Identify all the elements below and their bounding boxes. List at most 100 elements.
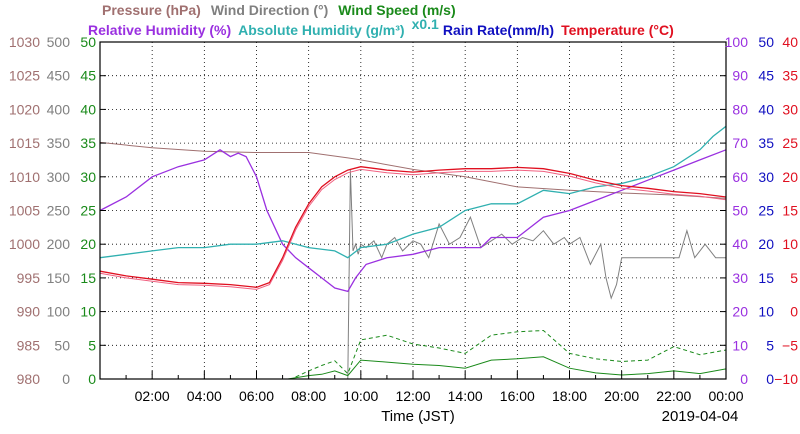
y-tick-label-pressure: 1030 bbox=[9, 34, 40, 50]
y-tick-label-pressure: 990 bbox=[17, 304, 41, 320]
legend-entry: Pressure (hPa) bbox=[102, 2, 201, 18]
x-axis-title: Time (JST) bbox=[381, 408, 455, 425]
y-tick-label-wind_speed: 5 bbox=[88, 337, 96, 353]
series-line-pressure bbox=[99, 141, 727, 199]
y-tick-label-wind_dir: 500 bbox=[47, 34, 71, 50]
x-tick-label: 08:00 bbox=[291, 388, 326, 404]
y-tick-label-rain: 20 bbox=[758, 236, 774, 252]
y-tick-label-wind_dir: 400 bbox=[47, 101, 71, 117]
y-tick-label-temp: 30 bbox=[782, 101, 798, 117]
y-tick-label-pressure: 1015 bbox=[9, 135, 40, 151]
y-tick-label-rain: 30 bbox=[758, 169, 774, 185]
x-tick-label: 10:00 bbox=[343, 388, 378, 404]
y-tick-label-temp: 0 bbox=[790, 304, 798, 320]
y-tick-label-wind_speed: 25 bbox=[80, 203, 96, 219]
y-tick-label-temp: 35 bbox=[782, 68, 798, 84]
x-tick-label: 20:00 bbox=[604, 388, 639, 404]
series-line-wind_dir bbox=[347, 170, 726, 380]
x-tick-label: 00:00 bbox=[708, 388, 743, 404]
series-layer bbox=[99, 125, 727, 380]
y-tick-label-rain: 25 bbox=[758, 203, 774, 219]
y-tick-label-rain: 0 bbox=[766, 371, 774, 387]
y-tick-label-wind_speed: 50 bbox=[80, 34, 96, 50]
y-tick-label-wind_dir: 350 bbox=[47, 135, 71, 151]
legend-entry: Absolute Humidity (g/m³) bbox=[238, 22, 404, 38]
y-tick-label-rain: 45 bbox=[758, 68, 774, 84]
y-tick-label-wind_speed: 40 bbox=[80, 101, 96, 117]
x-tick-label: 12:00 bbox=[395, 388, 430, 404]
y-tick-label-wind_dir: 450 bbox=[47, 68, 71, 84]
y-tick-label-wind_dir: 300 bbox=[47, 169, 71, 185]
y-tick-label-wind_dir: 0 bbox=[62, 371, 70, 387]
legend-layer: Pressure (hPa) Wind Direction (°) Wind Spe… bbox=[88, 2, 674, 38]
y-tick-label-temp: 5 bbox=[790, 270, 798, 286]
legend-entry: Temperature (°C) bbox=[561, 22, 674, 38]
y-tick-label-pressure: 1020 bbox=[9, 101, 40, 117]
y-tick-label-wind_speed: 20 bbox=[80, 236, 96, 252]
y-tick-label-rain: 5 bbox=[766, 337, 774, 353]
y-tick-label-pressure: 995 bbox=[17, 270, 41, 286]
y-tick-label-wind_speed: 0 bbox=[88, 371, 96, 387]
series-line-temp bbox=[99, 168, 727, 290]
date-label: 2019-04-04 bbox=[662, 408, 739, 425]
y-tick-label-wind_dir: 50 bbox=[54, 337, 70, 353]
y-tick-label-temp: −10 bbox=[774, 371, 798, 387]
y-tick-label-wind_dir: 200 bbox=[47, 236, 71, 252]
y-tick-label-wind_dir: 150 bbox=[47, 270, 71, 286]
y-tick-label-temp: 10 bbox=[782, 236, 798, 252]
series-line-temp bbox=[99, 166, 727, 288]
y-tick-label-rain: 15 bbox=[758, 270, 774, 286]
series-line-wind_speed bbox=[100, 356, 727, 380]
y-tick-label-pressure: 980 bbox=[17, 371, 41, 387]
legend-entry: Rain Rate(mm/h) bbox=[443, 22, 554, 38]
y-tick-label-wind_speed: 45 bbox=[80, 68, 96, 84]
axis-layer: 02:00 04:00 06:00 08:00 10:00 12:00 14:00 16:00… bbox=[9, 34, 798, 404]
y-tick-label-pressure: 985 bbox=[17, 337, 41, 353]
y-tick-label-pressure: 1025 bbox=[9, 68, 40, 84]
x-tick-label: 04:00 bbox=[187, 388, 222, 404]
x-tick-label: 14:00 bbox=[448, 388, 483, 404]
legend-entry: Wind Direction (°) bbox=[211, 2, 328, 18]
y-tick-label-wind_dir: 250 bbox=[47, 203, 71, 219]
y-tick-label-rh: 90 bbox=[732, 68, 748, 84]
series-line-rh bbox=[99, 149, 727, 293]
y-tick-label-rain: 10 bbox=[758, 304, 774, 320]
legend-entry: x0.1 bbox=[412, 16, 439, 32]
x-tick-label: 22:00 bbox=[656, 388, 691, 404]
y-tick-label-wind_speed: 35 bbox=[80, 135, 96, 151]
y-tick-label-wind_speed: 15 bbox=[80, 270, 96, 286]
y-tick-label-rain: 35 bbox=[758, 135, 774, 151]
y-tick-label-pressure: 1000 bbox=[9, 236, 40, 252]
y-tick-label-rh: 60 bbox=[732, 169, 748, 185]
y-tick-label-wind_dir: 100 bbox=[47, 304, 71, 320]
y-tick-label-rh: 100 bbox=[725, 34, 749, 50]
y-tick-label-temp: 40 bbox=[782, 34, 798, 50]
y-tick-label-rh: 50 bbox=[732, 203, 748, 219]
y-tick-label-rh: 20 bbox=[732, 304, 748, 320]
series-line-rh bbox=[99, 125, 727, 259]
y-tick-label-temp: 25 bbox=[782, 135, 798, 151]
series-line-wind_speed bbox=[295, 329, 727, 378]
y-tick-label-rh: 70 bbox=[732, 135, 748, 151]
y-tick-label-temp: 20 bbox=[782, 169, 798, 185]
y-tick-label-rh: 40 bbox=[732, 236, 748, 252]
legend-entry: Wind Speed (m/s) bbox=[338, 2, 455, 18]
y-tick-label-pressure: 1010 bbox=[9, 169, 40, 185]
y-tick-label-rh: 30 bbox=[732, 270, 748, 286]
y-tick-label-rain: 50 bbox=[758, 34, 774, 50]
y-tick-label-wind_speed: 30 bbox=[80, 169, 96, 185]
legend-entry: Relative Humidity (%) bbox=[88, 22, 231, 38]
x-tick-label: 06:00 bbox=[239, 388, 274, 404]
y-tick-label-rh: 80 bbox=[732, 101, 748, 117]
y-tick-label-rh: 10 bbox=[732, 337, 748, 353]
y-tick-label-rain: 40 bbox=[758, 101, 774, 117]
x-tick-label: 16:00 bbox=[500, 388, 535, 404]
y-tick-label-temp: −5 bbox=[782, 337, 798, 353]
x-tick-label: 18:00 bbox=[552, 388, 587, 404]
y-tick-label-wind_speed: 10 bbox=[80, 304, 96, 320]
y-tick-label-temp: 15 bbox=[782, 203, 798, 219]
y-tick-label-rh: 0 bbox=[740, 371, 748, 387]
